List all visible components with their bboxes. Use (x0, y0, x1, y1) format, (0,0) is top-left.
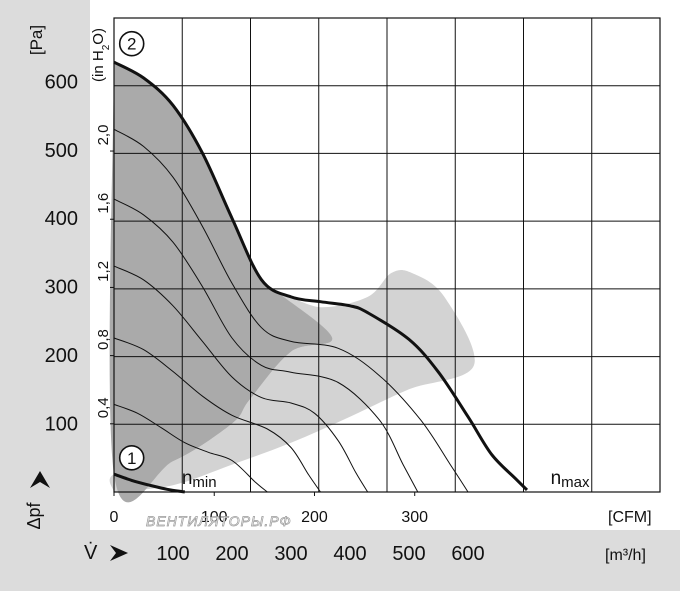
circled-label-2: 2 (127, 35, 136, 54)
series-line-1 (113, 472, 186, 494)
circled-label-1: 1 (127, 449, 136, 468)
x-tick-m3h: 300 (274, 543, 307, 565)
y-tick-inh2o: 1,6 (95, 193, 112, 214)
speed-curve (113, 128, 469, 493)
chart-annotations: 2 1 nmin nmax (118, 30, 590, 491)
outer-region (109, 270, 475, 492)
y-axis-pa-label: [Pa] (27, 25, 46, 55)
y-tick-pa: 600 (45, 71, 78, 93)
bottom-axis-band (0, 530, 680, 591)
axes: 100 200 300 400 500 600 0,4 0,8 1,2 1,6 2,0 0 100 200… (45, 71, 485, 565)
operating-regions (109, 62, 475, 503)
left-axis-band (0, 0, 90, 591)
x-axis-cfm-label: [CFM] (608, 509, 652, 526)
circled-marker-1 (118, 444, 145, 471)
x-tick-m3h: 400 (333, 543, 366, 565)
speed-curve (113, 265, 369, 493)
x-tick-cfm: 100 (201, 509, 228, 526)
y-tick-inh2o: 0,8 (95, 329, 112, 350)
speed-curve (113, 337, 321, 493)
x-tick-cfm: 0 (110, 509, 119, 526)
speed-label-nmax: nmax (551, 468, 590, 491)
x-tick-m3h: 200 (215, 543, 248, 565)
x-tick-m3h: 600 (451, 543, 484, 565)
plot-border (113, 17, 661, 493)
flow-arrow-icon (110, 545, 128, 561)
circled-marker-2 (118, 30, 145, 57)
y-tick-inh2o: 1,2 (95, 261, 112, 282)
speed-label-nmin: nmin (182, 468, 217, 491)
watermark: ВЕНТИЛЯТОРЫ.РФ (146, 513, 292, 529)
operating-region (109, 62, 333, 503)
pressure-symbol: Δpf (24, 501, 44, 529)
speed-curve (113, 403, 268, 493)
y-tick-pa: 100 (45, 414, 78, 436)
y-tick-pa: 300 (45, 277, 78, 299)
performance-curves (113, 60, 529, 494)
y-tick-pa: 400 (45, 208, 78, 230)
series-line-2 (113, 60, 529, 491)
y-tick-pa: 500 (45, 140, 78, 162)
x-tick-cfm: 200 (301, 509, 328, 526)
x-tick-m3h: 100 (156, 543, 189, 565)
y-axis-inh2o-label: (in H2O) (90, 28, 112, 82)
flow-symbol: V̇ (84, 542, 98, 564)
pressure-arrow-icon (30, 471, 50, 488)
y-tick-inh2o: 0,4 (95, 397, 112, 418)
speed-curve (113, 198, 419, 493)
x-axis-m3h-label: [m³/h] (605, 547, 646, 564)
x-tick-m3h: 500 (392, 543, 425, 565)
y-tick-pa: 200 (45, 345, 78, 367)
y-tick-inh2o: 2,0 (95, 125, 112, 146)
x-tick-cfm: 300 (401, 509, 428, 526)
